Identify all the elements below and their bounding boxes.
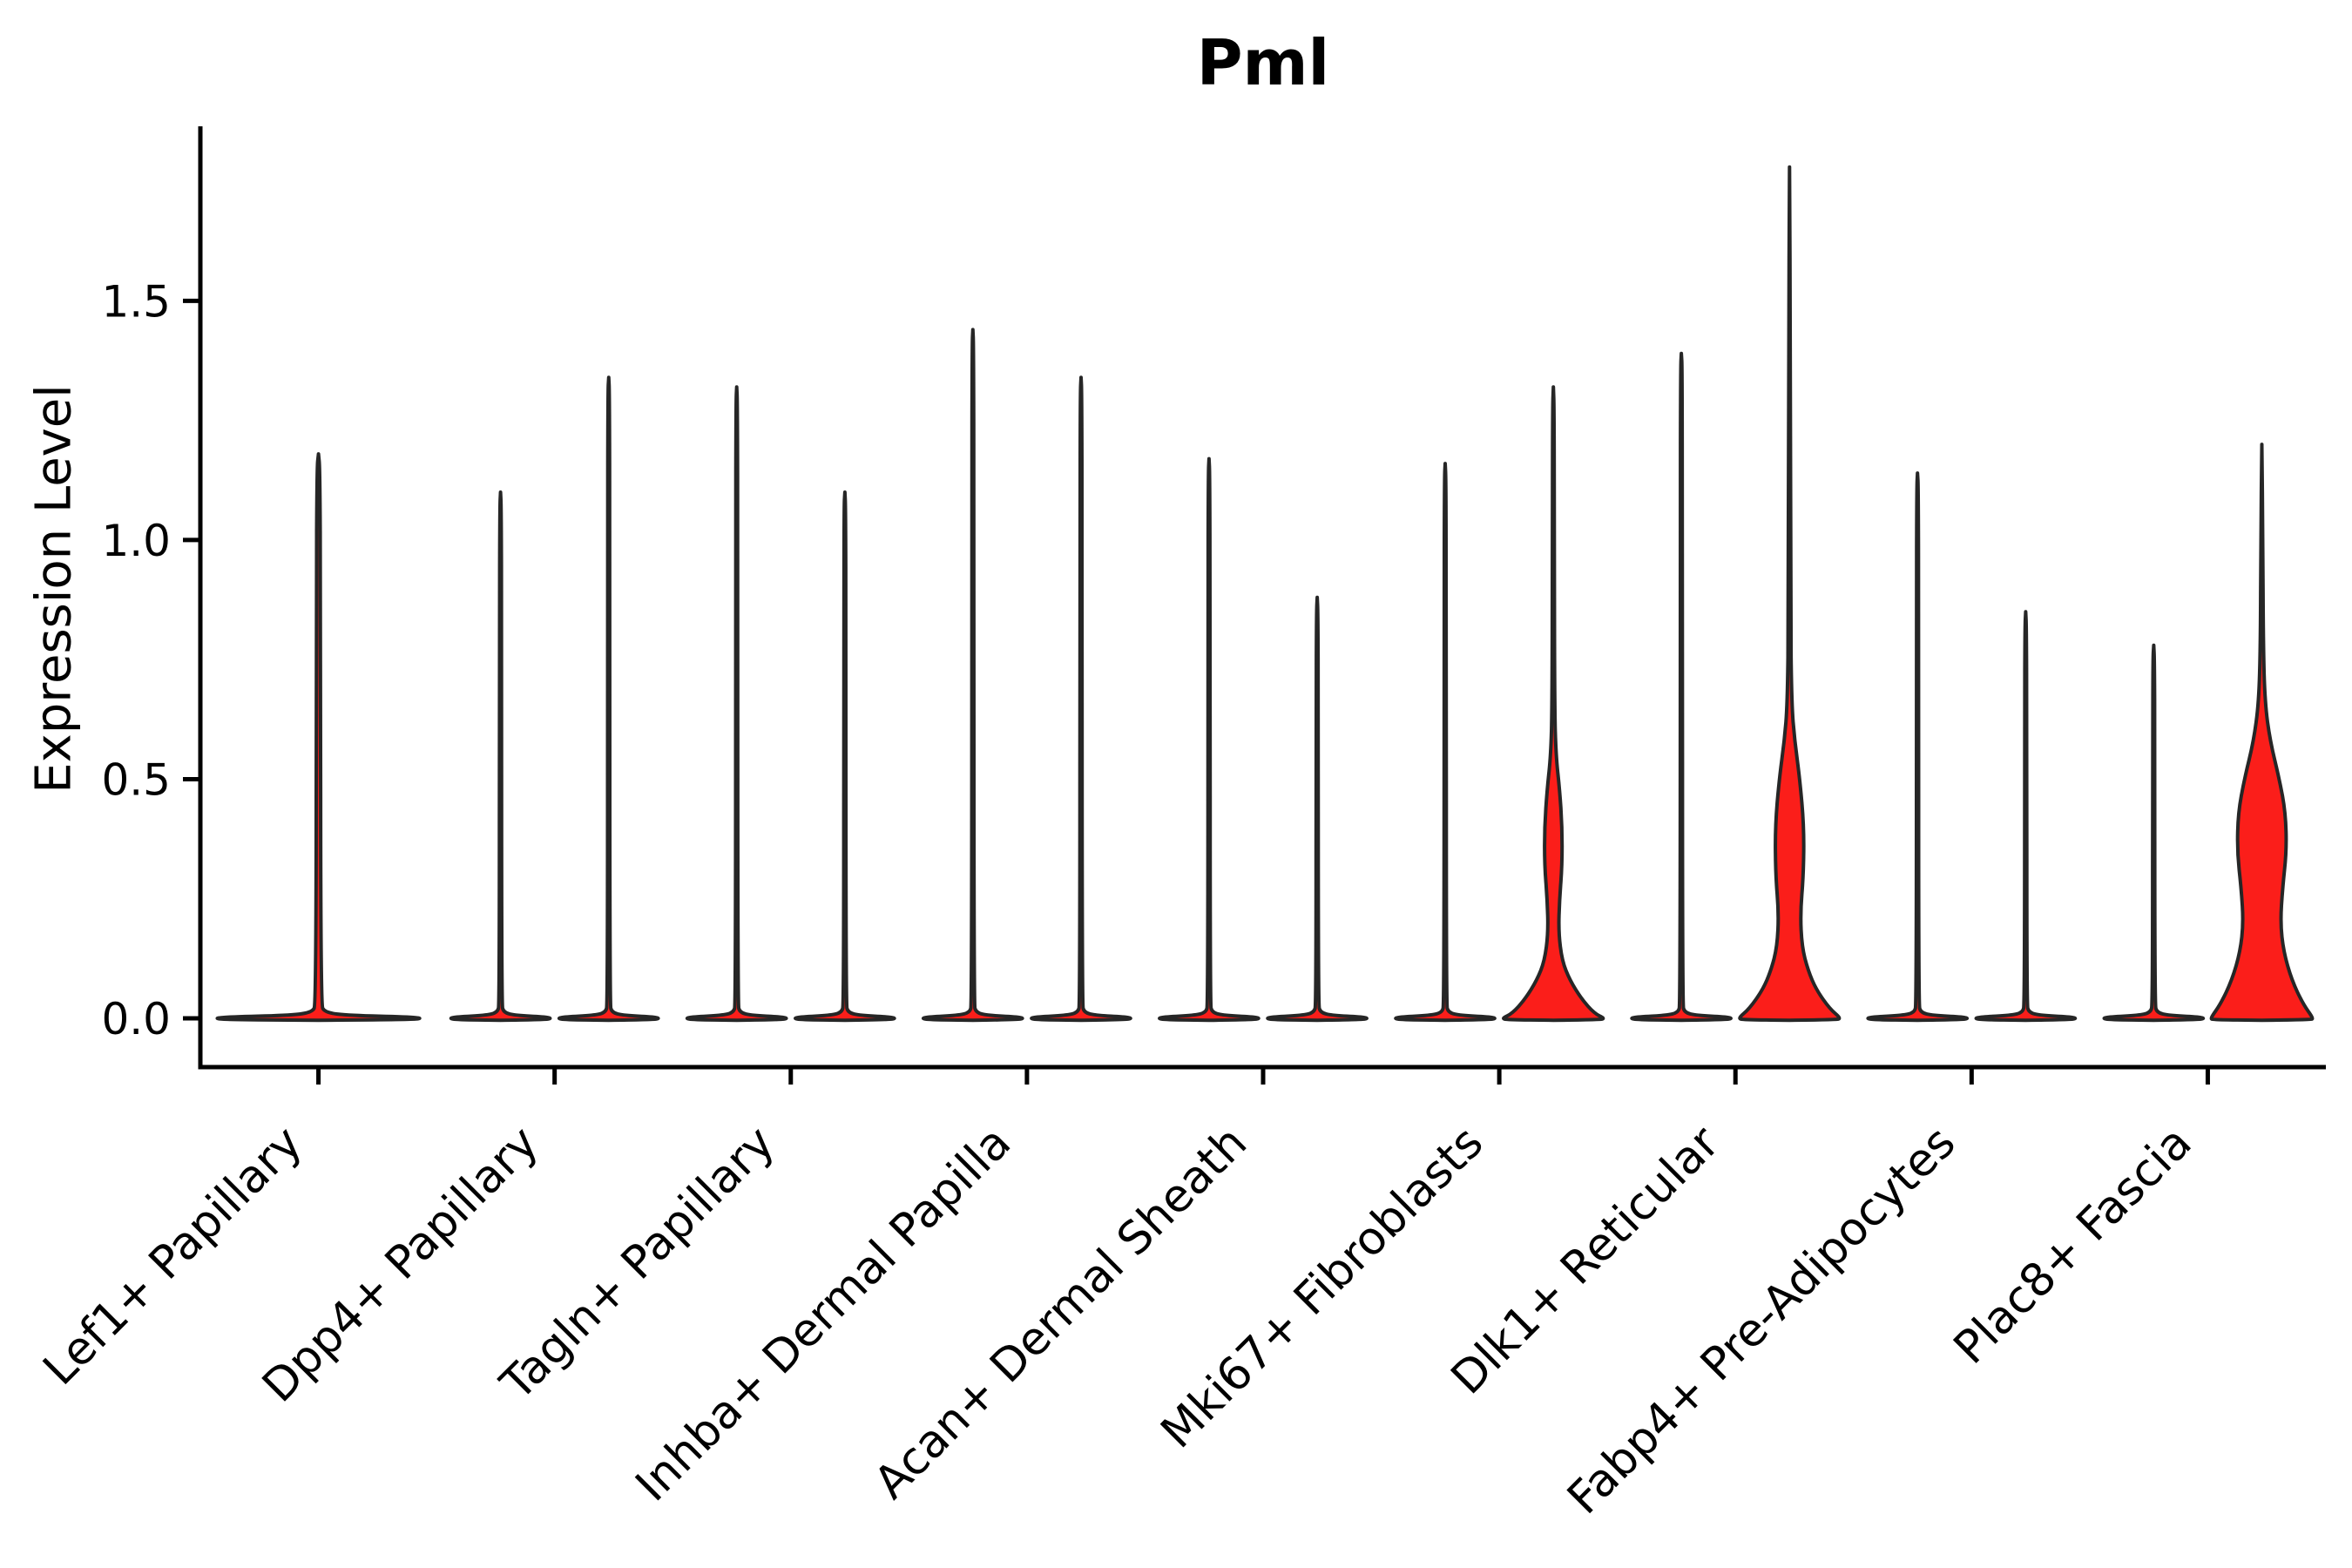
violin-acan-dermal-sheath-left [1158, 456, 1260, 1023]
x-tick-label: Lef1+ Papillary [34, 1117, 313, 1396]
violin-lef1-papillary-center [215, 452, 422, 1023]
chart-title: Pml [1196, 26, 1330, 99]
violin-fabp4-pre-adipocytes-left [1866, 471, 1970, 1023]
violin-acan-dermal-sheath-right [1266, 595, 1369, 1023]
y-tick-label: 1.0 [101, 516, 171, 566]
x-tick-label: Fabp4+ Pre-Adipocytes [1558, 1117, 1965, 1524]
violin-plac8-fascia-right [2209, 443, 2315, 1023]
violin-fabp4-pre-adipocytes-right [1974, 610, 2078, 1023]
violin-tagln-papillary-right [794, 490, 896, 1023]
x-tick-label: Inhba+ Dermal Papilla [626, 1117, 1021, 1511]
violin-inhba-dermal-papilla-left [921, 328, 1024, 1023]
y-tick-label: 0.0 [101, 994, 171, 1044]
x-tick-label: Plac8+ Fascia [1944, 1117, 2202, 1375]
violin-tagln-papillary-left [685, 385, 788, 1023]
violin-dlk1-reticular-left [1630, 351, 1733, 1023]
x-tick-label: Acan+ Dermal Sheath [865, 1117, 1258, 1510]
violin-dpp4-papillary-left [449, 490, 552, 1023]
violin-plac8-fascia-left [2102, 643, 2206, 1023]
violin-dpp4-papillary-right [557, 375, 660, 1023]
y-tick-label: 0.5 [101, 754, 171, 805]
violin-mki67-fibroblasts-right [1502, 385, 1605, 1023]
violin-dlk1-reticular-right [1738, 165, 1842, 1023]
y-tick-label: 1.5 [101, 276, 171, 327]
violin-inhba-dermal-papilla-right [1030, 375, 1132, 1023]
violin-mki67-fibroblasts-left [1394, 462, 1497, 1023]
